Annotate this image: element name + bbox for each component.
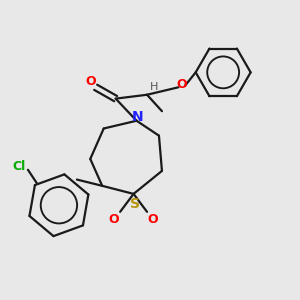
Text: H: H bbox=[150, 82, 159, 92]
Text: O: O bbox=[86, 75, 97, 88]
Text: S: S bbox=[130, 197, 140, 211]
Text: N: N bbox=[132, 110, 143, 124]
Text: Cl: Cl bbox=[12, 160, 26, 173]
Text: O: O bbox=[109, 213, 119, 226]
Text: O: O bbox=[148, 213, 158, 226]
Text: O: O bbox=[176, 78, 187, 92]
